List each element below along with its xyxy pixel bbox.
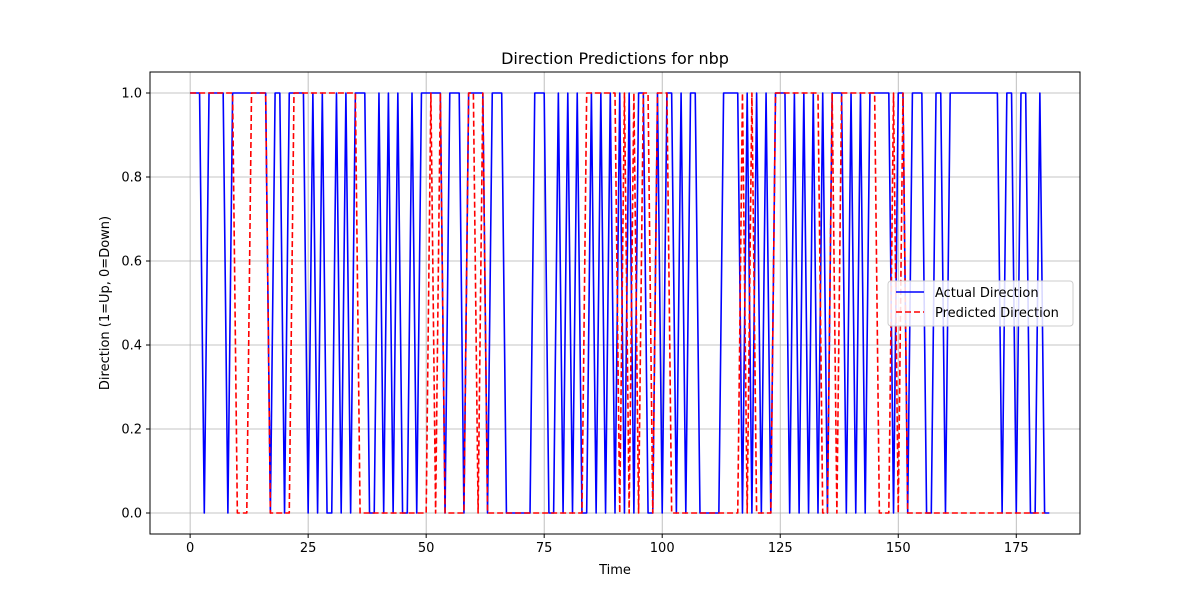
y-axis-label: Direction (1=Up, 0=Down) [98, 216, 113, 390]
y-tick-label: 0.2 [121, 423, 142, 438]
plot-area-frame [149, 71, 1081, 535]
x-tick-label: 75 [536, 541, 553, 556]
series-line-predicted [190, 92, 1045, 514]
x-tick-label: 150 [886, 541, 911, 556]
x-tick-label: 100 [650, 541, 675, 556]
y-tick-label: 1.0 [121, 87, 142, 102]
legend-label: Actual Direction [935, 286, 1039, 301]
x-axis-label: Time [598, 563, 631, 578]
legend-label: Predicted Direction [935, 306, 1059, 321]
x-tick-label: 125 [768, 541, 793, 556]
y-tick-label: 0.0 [121, 507, 142, 522]
axes-ticks: 0 25 50 75 100 125 150 175 0.0 0.2 0.4 0.6 0.8 1.0 [121, 87, 1028, 557]
y-tick-label: 0.6 [121, 255, 142, 270]
x-tick-label: 50 [418, 541, 435, 556]
x-tick-label: 25 [300, 541, 317, 556]
y-tick-label: 0.4 [121, 339, 142, 354]
legend: Actual Direction Predicted Direction [887, 280, 1074, 327]
x-tick-label: 175 [1004, 541, 1029, 556]
chart-title: Direction Predictions for nbp [501, 49, 729, 68]
legend-box [887, 280, 1074, 327]
y-tick-label: 0.8 [121, 171, 142, 186]
x-tick-label: 0 [186, 541, 194, 556]
series-group [190, 92, 1050, 514]
